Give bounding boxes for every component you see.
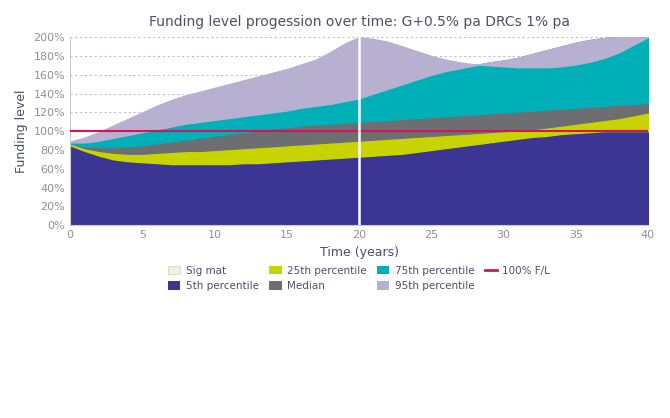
X-axis label: Time (years): Time (years) — [320, 245, 399, 259]
Legend: Sig mat, 5th percentile, 25th percentile, Median, 75th percentile, 95th percenti: Sig mat, 5th percentile, 25th percentile… — [163, 262, 554, 295]
Title: Funding level progession over time: G+0.5% pa DRCs 1% pa: Funding level progession over time: G+0.… — [149, 15, 570, 29]
Y-axis label: Funding level: Funding level — [15, 89, 28, 173]
